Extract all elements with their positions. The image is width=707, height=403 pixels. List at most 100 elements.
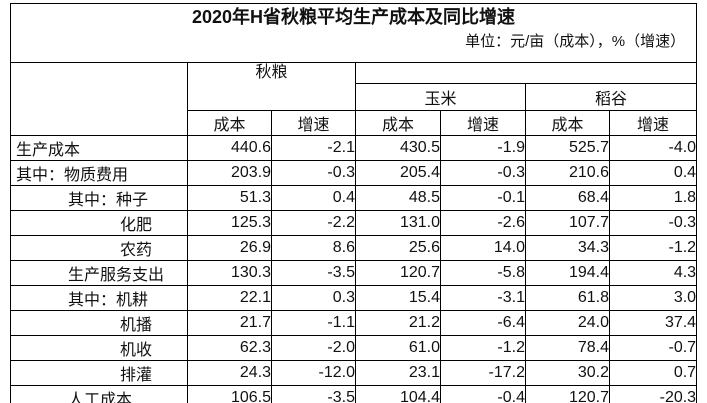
cell-daogu-cost: 78.4	[525, 335, 610, 361]
table-row: 化肥 125.3 -2.2 131.0 -2.6 107.7 -0.3	[10, 210, 698, 236]
table-row: 其中：种子 51.3 0.4 48.5 -0.1 68.4 1.8	[10, 185, 698, 211]
cell-yumi-cost: 120.7	[355, 260, 441, 286]
header-qiuliang: 秋粮	[187, 62, 356, 111]
cell-yumi-cost: 48.5	[355, 185, 441, 211]
header-yumi-cost: 成本	[355, 110, 441, 136]
cell-qiuliang-cost: 62.3	[187, 335, 272, 361]
cell-daogu-growth: -0.3	[608, 210, 698, 236]
cell-yumi-cost: 104.4	[355, 385, 441, 403]
header-row-measures: 成本 增速 成本 增速 成本 增速	[11, 110, 698, 136]
title-block: 2020年H省秋粮平均生产成本及同比增速 单位：元/亩（成本），%（增速）	[9, 3, 698, 63]
row-label: 化肥	[10, 210, 188, 236]
cell-daogu-cost: 61.8	[525, 285, 610, 311]
header-spacer	[354, 62, 698, 84]
row-label: 其中：种子	[10, 185, 188, 211]
cell-qiuliang-growth: -2.1	[271, 135, 356, 161]
table-row: 其中：物质费用 203.9 -0.3 205.4 -0.3 210.6 0.4	[10, 160, 698, 186]
cell-qiuliang-growth: -2.0	[271, 335, 356, 361]
header-row-group-sub: 玉米 稻谷	[11, 83, 698, 111]
table-row: 生产服务支出 130.3 -3.5 120.7 -5.8 194.4 4.3	[10, 260, 698, 286]
header-daogu-growth: 增速	[608, 110, 698, 136]
cell-qiuliang-growth: -3.5	[271, 385, 356, 403]
cell-daogu-cost: 210.6	[525, 160, 610, 186]
cell-qiuliang-cost: 51.3	[187, 185, 272, 211]
cell-daogu-growth: 37.4	[608, 310, 698, 336]
cell-daogu-cost: 30.2	[525, 360, 610, 386]
cell-qiuliang-cost: 21.7	[187, 310, 272, 336]
cell-yumi-growth: -2.6	[440, 210, 526, 236]
cell-daogu-growth: 0.7	[608, 360, 698, 386]
header-daogu-cost: 成本	[525, 110, 610, 136]
cell-yumi-cost: 205.4	[355, 160, 441, 186]
cell-daogu-cost: 24.0	[525, 310, 610, 336]
cell-daogu-growth: -20.3	[608, 385, 698, 403]
header-qiuliang-growth: 增速	[271, 110, 356, 136]
cell-qiuliang-growth: -1.1	[271, 310, 356, 336]
cell-yumi-cost: 21.2	[355, 310, 441, 336]
cell-yumi-cost: 15.4	[355, 285, 441, 311]
header-yumi-growth: 增速	[440, 110, 526, 136]
cell-yumi-cost: 61.0	[355, 335, 441, 361]
row-label: 农药	[10, 235, 188, 261]
cell-daogu-growth: 0.4	[608, 160, 698, 186]
cell-yumi-growth: -0.4	[440, 385, 526, 403]
cell-daogu-growth: -4.0	[608, 135, 698, 161]
header-row-group-top: 秋粮	[10, 62, 698, 136]
table-row: 机收 62.3 -2.0 61.0 -1.2 78.4 -0.7	[10, 335, 698, 361]
cell-qiuliang-cost: 125.3	[187, 210, 272, 236]
cell-qiuliang-growth: 8.6	[271, 235, 356, 261]
unit-note: 单位：元/亩（成本），%（增速）	[465, 33, 686, 50]
cell-yumi-growth: 14.0	[440, 235, 526, 261]
table-row: 机播 21.7 -1.1 21.2 -6.4 24.0 37.4	[10, 310, 698, 336]
table-title: 2020年H省秋粮平均生产成本及同比增速	[192, 7, 516, 27]
row-label: 其中：物质费用	[10, 160, 188, 186]
cell-qiuliang-cost: 440.6	[187, 135, 272, 161]
row-label: 机播	[10, 310, 188, 336]
cost-table: 2020年H省秋粮平均生产成本及同比增速 单位：元/亩（成本），%（增速） 秋粮…	[9, 3, 698, 403]
cell-yumi-growth: -17.2	[440, 360, 526, 386]
cell-daogu-cost: 194.4	[525, 260, 610, 286]
cell-daogu-cost: 68.4	[525, 185, 610, 211]
cell-daogu-growth: 3.0	[608, 285, 698, 311]
cell-yumi-growth: -0.1	[440, 185, 526, 211]
cell-qiuliang-growth: -0.3	[271, 160, 356, 186]
cell-qiuliang-growth: -3.5	[271, 260, 356, 286]
row-label: 其中：机耕	[10, 285, 188, 311]
header-daogu: 稻谷	[524, 83, 698, 111]
row-label: 人工成本	[10, 385, 188, 403]
cell-qiuliang-cost: 203.9	[187, 160, 272, 186]
table-row: 排灌 24.3 -12.0 23.1 -17.2 30.2 0.7	[10, 360, 698, 386]
cell-yumi-growth: -5.8	[440, 260, 526, 286]
cell-yumi-growth: -1.9	[440, 135, 526, 161]
cell-daogu-growth: -1.2	[608, 235, 698, 261]
row-label: 机收	[10, 335, 188, 361]
cell-qiuliang-growth: 0.4	[271, 185, 356, 211]
cell-qiuliang-cost: 22.1	[187, 285, 272, 311]
cell-yumi-growth: -0.3	[440, 160, 526, 186]
table-row: 人工成本 106.5 -3.5 104.4 -0.4 120.7 -20.3	[10, 385, 698, 403]
cell-qiuliang-cost: 26.9	[187, 235, 272, 261]
cell-daogu-growth: 1.8	[608, 185, 698, 211]
cell-qiuliang-growth: -2.2	[271, 210, 356, 236]
corner-cell	[10, 62, 188, 136]
cell-qiuliang-growth: 0.3	[271, 285, 356, 311]
table-row: 其中：机耕 22.1 0.3 15.4 -3.1 61.8 3.0	[10, 285, 698, 311]
cell-qiuliang-cost: 106.5	[187, 385, 272, 403]
cell-qiuliang-cost: 130.3	[187, 260, 272, 286]
cell-qiuliang-cost: 24.3	[187, 360, 272, 386]
cell-yumi-cost: 23.1	[355, 360, 441, 386]
header-qiuliang-cost: 成本	[187, 110, 272, 136]
row-label: 生产成本	[10, 135, 188, 161]
cell-yumi-growth: -3.1	[440, 285, 526, 311]
cell-daogu-growth: 4.3	[608, 260, 698, 286]
cell-yumi-growth: -1.2	[440, 335, 526, 361]
row-label: 排灌	[10, 360, 188, 386]
header-yumi: 玉米	[355, 83, 526, 111]
cell-daogu-cost: 120.7	[525, 385, 610, 403]
table-row: 农药 26.9 8.6 25.6 14.0 34.3 -1.2	[10, 235, 698, 261]
cell-daogu-cost: 107.7	[525, 210, 610, 236]
cell-yumi-cost: 430.5	[355, 135, 441, 161]
table-row: 生产成本 440.6 -2.1 430.5 -1.9 525.7 -4.0	[10, 135, 698, 161]
cell-yumi-growth: -6.4	[440, 310, 526, 336]
